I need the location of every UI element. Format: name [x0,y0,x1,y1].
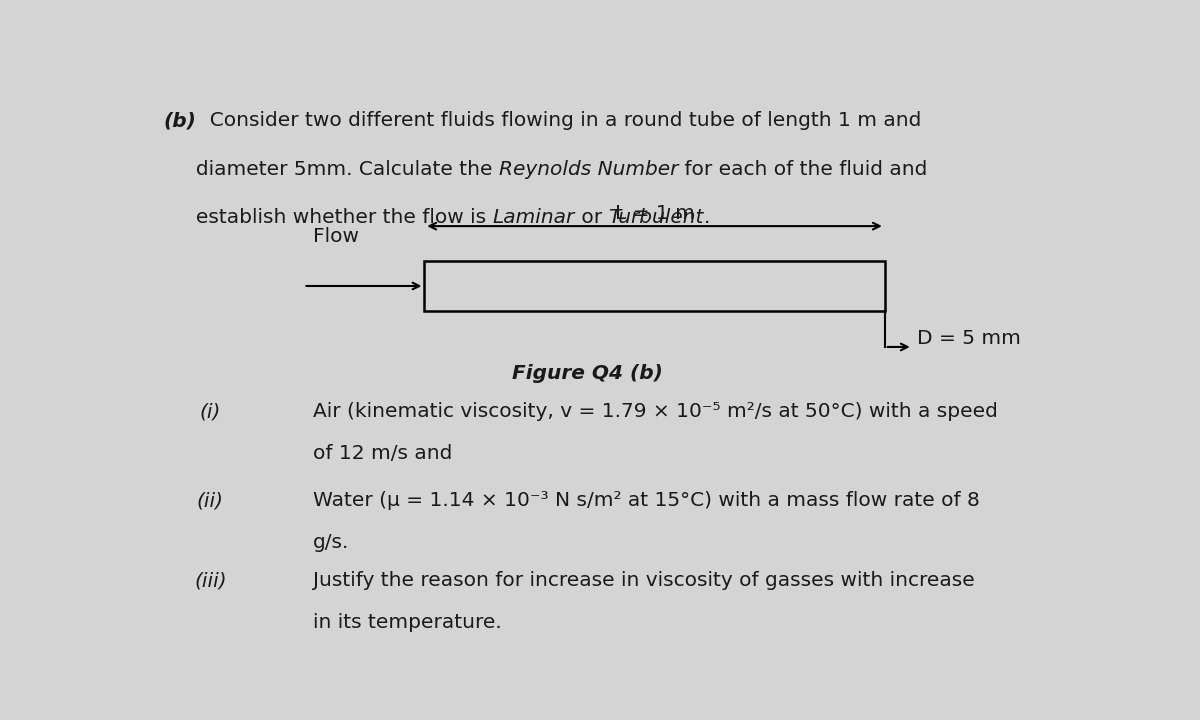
Text: establish whether the flow is: establish whether the flow is [164,208,492,227]
Text: L = 1 m: L = 1 m [614,204,695,223]
Text: g/s.: g/s. [313,533,349,552]
Text: Air (kinematic viscosity, v = 1.79 × 10⁻⁵ m²/s at 50°C) with a speed: Air (kinematic viscosity, v = 1.79 × 10⁻… [313,402,997,421]
Text: Water (μ = 1.14 × 10⁻³ N s/m² at 15°C) with a mass flow rate of 8: Water (μ = 1.14 × 10⁻³ N s/m² at 15°C) w… [313,491,979,510]
Bar [425,261,884,311]
Text: or: or [575,208,608,227]
Text: Justify the reason for increase in viscosity of gasses with increase: Justify the reason for increase in visco… [313,572,974,590]
Text: (iii): (iii) [194,572,227,590]
Text: Consider two different fluids flowing in a round tube of length 1 m and: Consider two different fluids flowing in… [197,112,922,130]
Text: of 12 m/s and: of 12 m/s and [313,444,452,463]
Text: (i): (i) [199,402,221,421]
Text: Laminar: Laminar [492,208,575,227]
Text: Reynolds Number: Reynolds Number [499,160,678,179]
Text: (b): (b) [164,112,197,130]
Text: D = 5 mm: D = 5 mm [917,329,1021,348]
Text: for each of the fluid and: for each of the fluid and [678,160,928,179]
Text: Flow: Flow [313,227,359,246]
Text: .: . [703,208,710,227]
Text: Turbulent: Turbulent [608,208,703,227]
Text: (ii): (ii) [197,491,224,510]
Text: Figure Q4 (b): Figure Q4 (b) [511,364,662,382]
Text: diameter 5mm. Calculate the: diameter 5mm. Calculate the [164,160,499,179]
Text: in its temperature.: in its temperature. [313,613,502,632]
